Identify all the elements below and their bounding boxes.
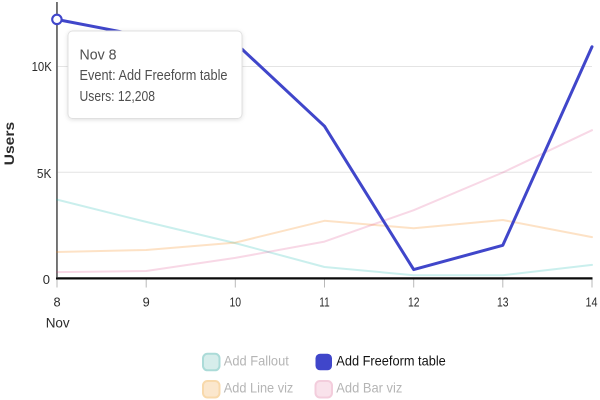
svg-text:11: 11 [319,295,329,310]
svg-text:Users: 12,208: Users: 12,208 [80,89,156,105]
svg-text:Add Bar viz: Add Bar viz [336,380,402,396]
svg-text:10K: 10K [32,59,52,74]
svg-text:Event: Add Freeform table: Event: Add Freeform table [80,68,228,84]
svg-text:9: 9 [143,295,150,310]
svg-text:14: 14 [586,295,598,310]
svg-text:5K: 5K [37,166,52,181]
svg-text:Add Freeform table: Add Freeform table [336,353,446,369]
svg-text:10: 10 [230,295,242,310]
svg-text:Nov 8: Nov 8 [80,48,117,64]
svg-text:Nov: Nov [46,314,70,330]
svg-text:8: 8 [53,295,60,310]
svg-text:Add Line viz: Add Line viz [224,380,293,396]
svg-text:Users: Users [1,122,17,166]
svg-text:13: 13 [497,295,509,310]
svg-text:Add Fallout: Add Fallout [224,353,289,369]
svg-text:0: 0 [43,272,50,287]
svg-text:12: 12 [408,295,420,310]
